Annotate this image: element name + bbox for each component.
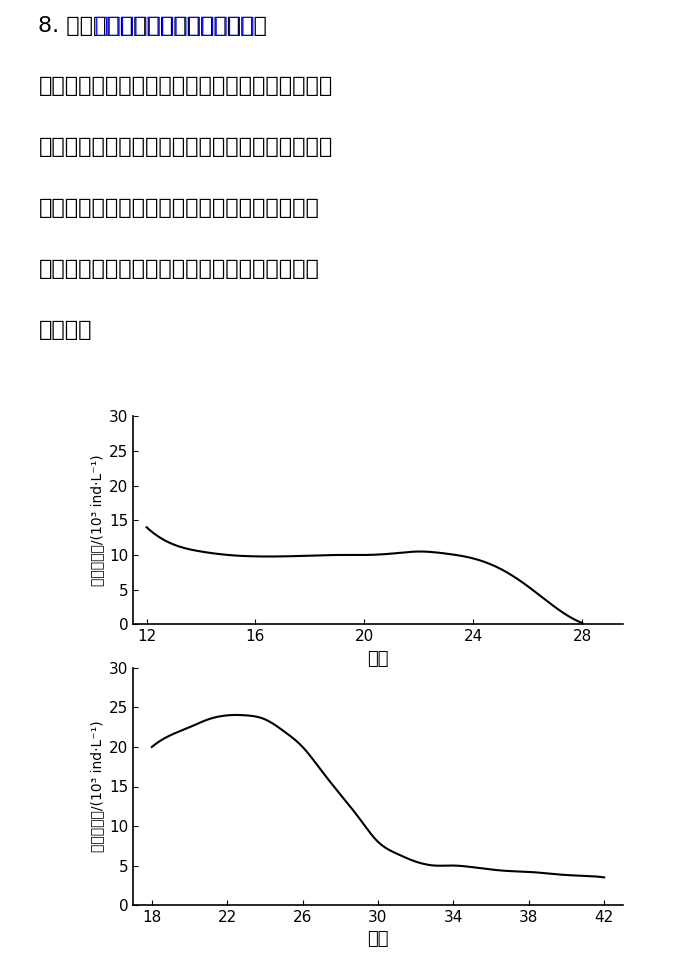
Text: 8. 夜光藻是一种较大型的单细胞浮游: 8. 夜光藻是一种较大型的单细胞浮游 (38, 15, 267, 36)
Text: 响海洋生态环境的安全，探究夜光藻的生长繁殖: 响海洋生态环境的安全，探究夜光藻的生长繁殖 (38, 198, 319, 218)
X-axis label: 盐度: 盐度 (368, 930, 388, 949)
Text: 微信公众号关注：趣找答案: 微信公众号关注：趣找答案 (94, 15, 255, 36)
X-axis label: 温度: 温度 (368, 650, 388, 668)
Y-axis label: 夜光藻密度/(10³ ind·L⁻¹): 夜光藻密度/(10³ ind·L⁻¹) (90, 455, 104, 586)
Text: 与环境因素的相关实验结果如图所示。下列分析: 与环境因素的相关实验结果如图所示。下列分析 (38, 258, 319, 279)
Text: 植物、有机颗粒、细菌为食。它作为海洋环境中的: 植物、有机颗粒、细菌为食。它作为海洋环境中的 (38, 76, 332, 97)
Text: 正确的是: 正确的是 (38, 319, 92, 340)
Text: 一种耐污生物，是海洋赤潮的主要发生藻，严重影: 一种耐污生物，是海洋赤潮的主要发生藻，严重影 (38, 137, 332, 157)
Y-axis label: 夜光藻密度/(10³ ind·L⁻¹): 夜光藻密度/(10³ ind·L⁻¹) (90, 721, 104, 852)
